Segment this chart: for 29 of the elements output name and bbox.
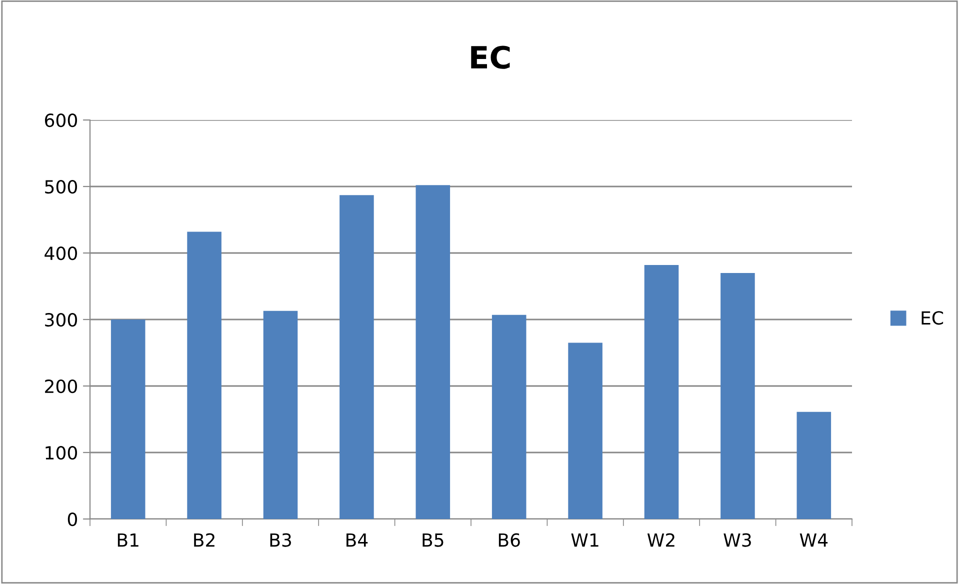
bar: [340, 195, 374, 519]
bar: [796, 412, 832, 519]
bar: [568, 342, 602, 519]
bar: [263, 310, 298, 519]
y-tick-label: 0: [68, 512, 77, 526]
x-tick-label: B1: [118, 533, 138, 547]
bar: [416, 185, 450, 519]
x-tick-label: B3: [270, 533, 291, 547]
x-tick-label: B5: [422, 533, 444, 547]
y-tick-label: 400: [44, 246, 77, 260]
x-tick-label: W2: [647, 533, 674, 547]
x-tick-label: B2: [194, 533, 214, 547]
x-tick-label: B6: [498, 533, 520, 547]
bar: [187, 232, 222, 519]
y-tick-label: 200: [45, 379, 77, 394]
chart-title: EC: [471, 46, 510, 69]
x-tick-label: W4: [800, 533, 828, 547]
y-tick-label: 500: [45, 180, 77, 194]
bar: [644, 264, 679, 519]
x-tick-label: B4: [346, 533, 368, 547]
legend-label: EC: [922, 311, 944, 325]
bar: [110, 320, 146, 519]
bar: [720, 272, 755, 519]
y-tick-label: 600: [44, 113, 77, 128]
bar: [492, 314, 526, 519]
x-tick-label: W1: [571, 533, 598, 547]
x-tick-label: W3: [724, 533, 751, 547]
y-tick-label: 300: [45, 312, 77, 327]
y-tick-label: 100: [46, 446, 77, 460]
